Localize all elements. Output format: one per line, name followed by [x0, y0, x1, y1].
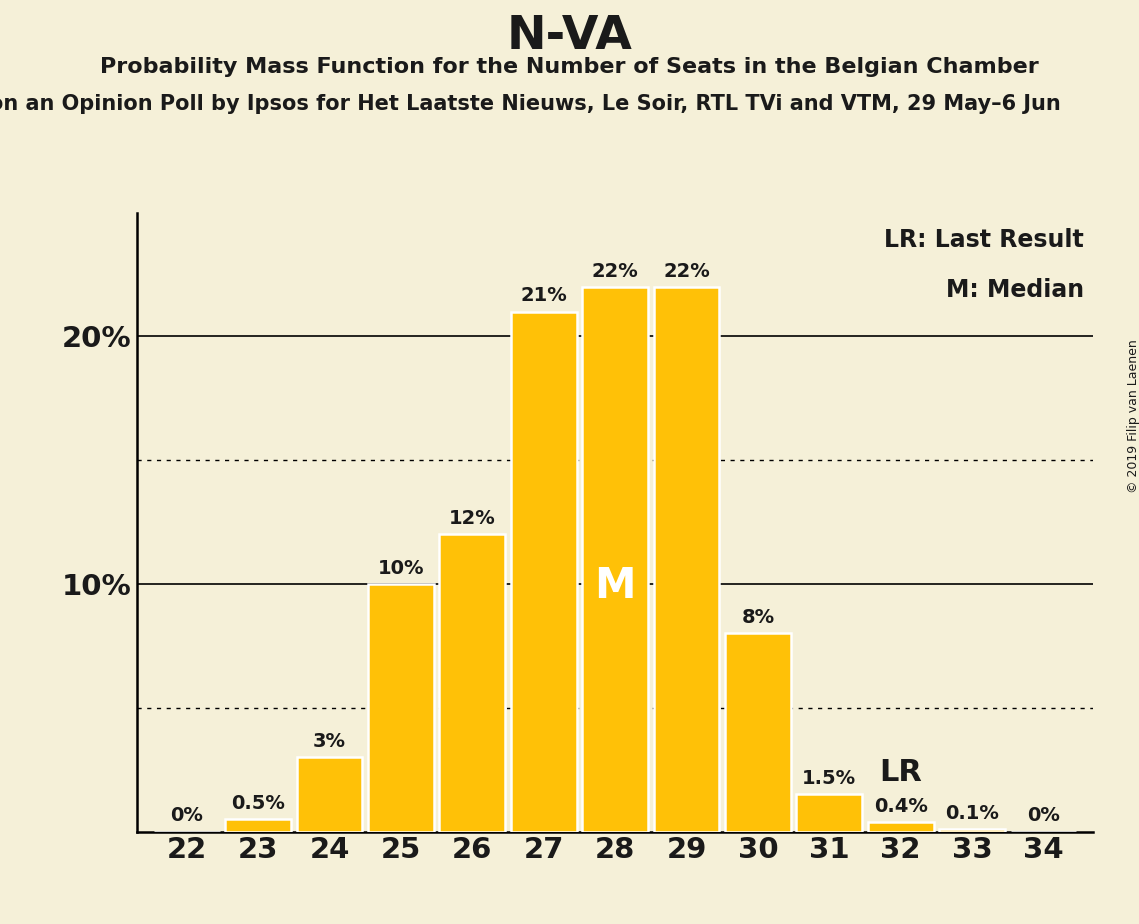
Text: © 2019 Filip van Laenen: © 2019 Filip van Laenen: [1126, 339, 1139, 492]
Bar: [440, 534, 505, 832]
Bar: [368, 584, 434, 832]
Bar: [796, 795, 862, 832]
Text: LR: LR: [879, 758, 923, 787]
Bar: [868, 821, 934, 832]
Text: M: Median: M: Median: [945, 277, 1084, 301]
Bar: [226, 820, 290, 832]
Text: 0.5%: 0.5%: [231, 794, 285, 813]
Text: 10%: 10%: [378, 559, 424, 578]
Bar: [510, 311, 576, 832]
Text: M: M: [595, 565, 636, 607]
Text: 22%: 22%: [591, 261, 639, 281]
Text: 12%: 12%: [449, 509, 495, 529]
Text: 0.4%: 0.4%: [874, 796, 927, 816]
Text: 8%: 8%: [741, 608, 775, 627]
Text: 21%: 21%: [521, 286, 567, 305]
Text: N-VA: N-VA: [507, 14, 632, 59]
Bar: [726, 634, 790, 832]
Bar: [582, 286, 648, 832]
Text: on an Opinion Poll by Ipsos for Het Laatste Nieuws, Le Soir, RTL TVi and VTM, 29: on an Opinion Poll by Ipsos for Het Laat…: [0, 94, 1060, 115]
Text: Probability Mass Function for the Number of Seats in the Belgian Chamber: Probability Mass Function for the Number…: [100, 57, 1039, 78]
Text: 22%: 22%: [663, 261, 710, 281]
Bar: [940, 829, 1005, 832]
Text: 0%: 0%: [1027, 807, 1060, 825]
Text: 0%: 0%: [170, 807, 203, 825]
Bar: [654, 286, 720, 832]
Bar: [296, 758, 362, 832]
Text: 1.5%: 1.5%: [802, 770, 857, 788]
Text: LR: Last Result: LR: Last Result: [884, 228, 1084, 252]
Text: 3%: 3%: [313, 732, 346, 751]
Text: 0.1%: 0.1%: [945, 804, 999, 823]
